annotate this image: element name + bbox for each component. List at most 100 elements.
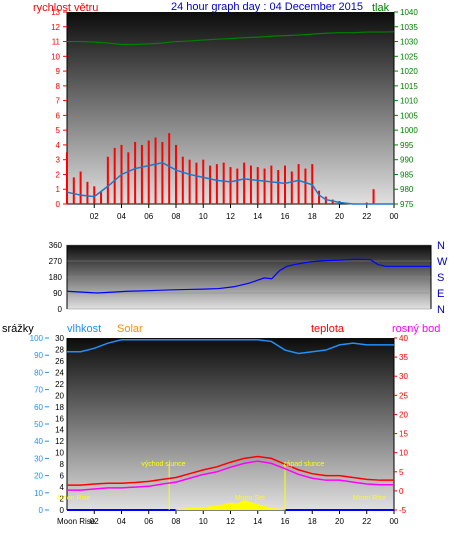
humidity-tick-label: 12 <box>55 437 64 446</box>
humidity-tick-label: 28 <box>55 345 64 354</box>
pressure-tick-label: 1035 <box>400 23 418 32</box>
wind-direction-line <box>66 258 431 294</box>
temperature-tick-label: -5 <box>399 506 407 515</box>
x-tick-label: 02 <box>90 517 99 526</box>
compass-label: S <box>437 272 444 284</box>
x-tick-label: 16 <box>281 212 290 221</box>
temperature-tick-label: 25 <box>399 391 408 400</box>
temperature-label: teplota <box>311 323 345 335</box>
humidity-line <box>67 338 394 355</box>
humidity-tick-label: 2 <box>60 495 65 504</box>
x-tick-label: 08 <box>172 212 181 221</box>
humidity-tick-label: 8 <box>60 460 65 469</box>
pressure-tick-label: 1025 <box>400 52 418 61</box>
humidity-tick-label: 16 <box>55 414 64 423</box>
x-tick-label: 08 <box>172 517 181 526</box>
pressure-tick-label: 975 <box>400 200 414 209</box>
x-tick-label: 06 <box>144 212 153 221</box>
temperature-tick-label: 30 <box>399 372 408 381</box>
humidity-tick-label: 0 <box>60 506 65 515</box>
weather-plot-area <box>67 338 394 510</box>
wind-tick-label: 2 <box>56 170 61 179</box>
temperature-tick-label: 40 <box>399 334 408 343</box>
rain-tick-label: 10 <box>34 489 43 498</box>
x-tick-label: 22 <box>362 517 371 526</box>
direction-tick-label: 90 <box>53 289 62 298</box>
humidity-tick-label: 4 <box>60 483 65 492</box>
humidity-label: vlhkost <box>67 323 101 335</box>
wind-average-line <box>66 161 394 205</box>
x-tick-label: 20 <box>335 212 344 221</box>
moon-rise-tick-label: Moon Rise <box>57 517 96 526</box>
pressure-tick-label: 1005 <box>400 111 418 120</box>
x-tick-label: 12 <box>226 212 235 221</box>
wind-tick-label: 7 <box>56 97 61 106</box>
x-tick-label: 18 <box>308 517 317 526</box>
compass-label: W <box>437 256 448 268</box>
direction-tick-label: 270 <box>49 257 63 266</box>
humidity-tick-label: 18 <box>55 403 64 412</box>
pressure-line <box>67 31 395 46</box>
humidity-tick-label: 14 <box>55 426 64 435</box>
rain-tick-label: 80 <box>34 368 43 377</box>
x-tick-label: 10 <box>199 517 208 526</box>
moon-rise-annotation: Moon Rise <box>57 495 91 502</box>
wind-tick-label: 13 <box>51 8 60 17</box>
temperature-tick-label: 5 <box>399 468 404 477</box>
pressure-tick-label: 1000 <box>400 126 418 135</box>
wind-tick-label: 1 <box>56 185 61 194</box>
x-tick-label: 06 <box>144 517 153 526</box>
wind-pressure-chart: 0123456789101112139759809859909951000100… <box>51 8 418 221</box>
compass-label: E <box>437 288 444 300</box>
chart-title: 24 hour graph day : 04 December 2015 <box>171 1 363 13</box>
rain-tick-label: 100 <box>30 334 44 343</box>
dewpoint-label: rosný bod <box>392 323 440 335</box>
compass-label: N <box>437 304 445 316</box>
solar-label: Solar <box>117 323 143 335</box>
x-tick-label: 00 <box>390 212 399 221</box>
x-tick-label: 14 <box>253 212 262 221</box>
rain-tick-label: 30 <box>34 454 43 463</box>
humidity-tick-label: 24 <box>55 368 64 377</box>
rain-tick-label: 20 <box>34 472 43 481</box>
direction-tick-label: 0 <box>58 305 63 314</box>
wind-tick-label: 12 <box>51 23 60 32</box>
pressure-tick-label: 1010 <box>400 97 418 106</box>
temperature-tick-label: 20 <box>399 410 408 419</box>
humidity-tick-label: 6 <box>60 472 65 481</box>
compass-label: N <box>437 240 445 252</box>
pressure-tick-label: 1040 <box>400 8 418 17</box>
pressure-axis-label: tlak <box>372 2 390 14</box>
dewpoint-line <box>67 460 394 491</box>
x-tick-label: 18 <box>308 212 317 221</box>
wind-tick-label: 9 <box>56 67 61 76</box>
rain-tick-label: 50 <box>34 420 43 429</box>
x-tick-label: 00 <box>390 517 399 526</box>
moon-set-annotation: Moon Set <box>235 495 265 502</box>
solar-area <box>175 500 286 511</box>
pressure-tick-label: 990 <box>400 156 414 165</box>
x-tick-label: 22 <box>362 212 371 221</box>
wind-axis-label: rychlost větru <box>33 2 98 14</box>
x-tick-label: 02 <box>90 212 99 221</box>
x-tick-label: 04 <box>117 212 126 221</box>
wind-tick-label: 3 <box>56 156 61 165</box>
rain-tick-label: 90 <box>34 351 43 360</box>
wind-tick-label: 0 <box>56 200 61 209</box>
wind-tick-label: 8 <box>56 82 61 91</box>
rain-tick-label: 70 <box>34 386 43 395</box>
pressure-tick-label: 1030 <box>400 38 418 47</box>
temperature-tick-label: 0 <box>399 487 404 496</box>
temperature-line <box>67 455 394 486</box>
x-tick-label: 12 <box>226 517 235 526</box>
x-tick-label: 16 <box>281 517 290 526</box>
rain-tick-label: 60 <box>34 403 43 412</box>
rain-label: srážky <box>2 323 34 335</box>
wind-tick-label: 10 <box>51 52 60 61</box>
pressure-tick-label: 980 <box>400 185 414 194</box>
temperature-tick-label: 15 <box>399 430 408 439</box>
x-tick-label: 04 <box>117 517 126 526</box>
wind-tick-label: 4 <box>56 141 61 150</box>
